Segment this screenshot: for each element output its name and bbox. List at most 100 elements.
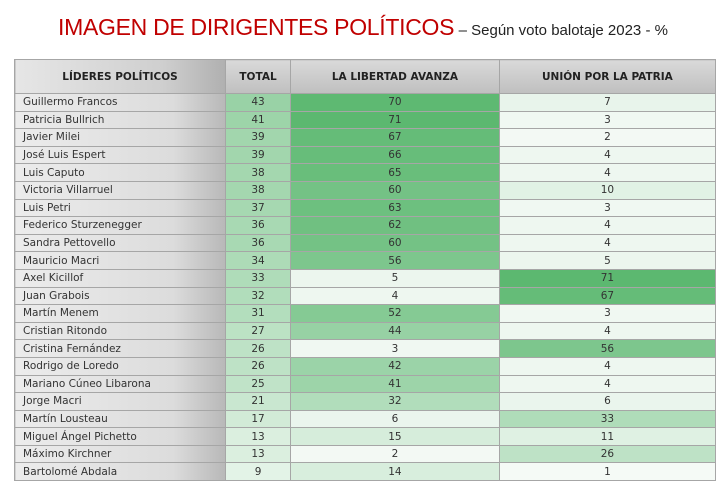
cell-uxp: 4 xyxy=(498,233,717,253)
cell-lla: 71 xyxy=(290,110,500,130)
cell-total: 36 xyxy=(224,233,292,253)
cell-name: Victoria Villarruel xyxy=(14,180,226,200)
cell-uxp: 3 xyxy=(498,304,717,323)
cell-name: Rodrigo de Loredo xyxy=(14,356,226,376)
cell-name: Máximo Kirchner xyxy=(14,444,226,464)
table-row: Luis Petri 37 63 3 xyxy=(14,198,717,218)
table-row: José Luis Espert 39 66 4 xyxy=(14,145,717,165)
cell-uxp: 7 xyxy=(498,93,717,112)
cell-total: 38 xyxy=(224,180,292,200)
cell-uxp: 67 xyxy=(498,286,717,306)
cell-uxp: 71 xyxy=(498,268,717,288)
cell-total: 26 xyxy=(224,356,292,376)
cell-uxp: 33 xyxy=(498,409,717,429)
cell-uxp: 4 xyxy=(498,356,717,376)
cell-uxp: 4 xyxy=(498,321,717,341)
cell-lla: 67 xyxy=(290,128,500,147)
cell-name: José Luis Espert xyxy=(14,145,226,165)
cell-uxp: 4 xyxy=(498,216,717,235)
cell-lla: 3 xyxy=(290,339,500,358)
cell-lla: 60 xyxy=(290,233,500,253)
table-row: Guillermo Francos 43 70 7 xyxy=(14,93,717,112)
table-row: Martín Menem 31 52 3 xyxy=(14,304,717,323)
table-row: Sandra Pettovello 36 60 4 xyxy=(14,233,717,253)
cell-lla: 32 xyxy=(290,392,500,411)
table-row: Victoria Villarruel 38 60 10 xyxy=(14,180,717,200)
header-uxp: UNIÓN POR LA PATRIA xyxy=(498,59,717,94)
cell-total: 31 xyxy=(224,304,292,323)
cell-total: 37 xyxy=(224,198,292,218)
cell-name: Martín Lousteau xyxy=(14,409,226,429)
cell-uxp: 10 xyxy=(498,180,717,200)
cell-name: Javier Milei xyxy=(14,128,226,147)
cell-lla: 6 xyxy=(290,409,500,429)
cell-lla: 14 xyxy=(290,462,500,482)
cell-name: Mauricio Macri xyxy=(14,251,226,270)
cell-name: Patricia Bullrich xyxy=(14,110,226,130)
cell-lla: 42 xyxy=(290,356,500,376)
cell-lla: 56 xyxy=(290,251,500,270)
chart-title: IMAGEN DE DIRIGENTES POLÍTICOS – Según v… xyxy=(0,14,726,41)
cell-total: 17 xyxy=(224,409,292,429)
leaders-image-table: LÍDERES POLÍTICOS TOTAL LA LIBERTAD AVAN… xyxy=(14,59,717,482)
cell-total: 9 xyxy=(224,462,292,482)
table-row: Mauricio Macri 34 56 5 xyxy=(14,251,717,270)
header-row: LÍDERES POLÍTICOS TOTAL LA LIBERTAD AVAN… xyxy=(14,59,717,94)
cell-name: Martín Menem xyxy=(14,304,226,323)
cell-total: 27 xyxy=(224,321,292,341)
cell-name: Sandra Pettovello xyxy=(14,233,226,253)
cell-total: 25 xyxy=(224,374,292,394)
cell-lla: 63 xyxy=(290,198,500,218)
cell-uxp: 4 xyxy=(498,145,717,165)
title-main: IMAGEN DE DIRIGENTES POLÍTICOS xyxy=(58,14,455,40)
cell-lla: 52 xyxy=(290,304,500,323)
cell-uxp: 2 xyxy=(498,128,717,147)
table-row: Bartolomé Abdala 9 14 1 xyxy=(14,462,717,482)
cell-lla: 70 xyxy=(290,93,500,112)
cell-uxp: 26 xyxy=(498,444,717,464)
cell-total: 33 xyxy=(224,268,292,288)
cell-name: Miguel Ángel Pichetto xyxy=(14,427,226,446)
table-row: Martín Lousteau 17 6 33 xyxy=(14,409,717,429)
cell-lla: 41 xyxy=(290,374,500,394)
header-leaders: LÍDERES POLÍTICOS xyxy=(14,59,226,94)
cell-total: 21 xyxy=(224,392,292,411)
cell-name: Federico Sturzenegger xyxy=(14,216,226,235)
cell-lla: 5 xyxy=(290,268,500,288)
cell-lla: 60 xyxy=(290,180,500,200)
cell-total: 41 xyxy=(224,110,292,130)
table-row: Cristian Ritondo 27 44 4 xyxy=(14,321,717,341)
cell-name: Cristina Fernández xyxy=(14,339,226,358)
table-row: Javier Milei 39 67 2 xyxy=(14,128,717,147)
cell-name: Cristian Ritondo xyxy=(14,321,226,341)
cell-uxp: 5 xyxy=(498,251,717,270)
cell-total: 26 xyxy=(224,339,292,358)
cell-name: Juan Grabois xyxy=(14,286,226,306)
cell-uxp: 4 xyxy=(498,374,717,394)
table-row: Patricia Bullrich 41 71 3 xyxy=(14,110,717,130)
table-row: Luis Caputo 38 65 4 xyxy=(14,163,717,182)
table-row: Máximo Kirchner 13 2 26 xyxy=(14,444,717,464)
cell-lla: 62 xyxy=(290,216,500,235)
table-row: Rodrigo de Loredo 26 42 4 xyxy=(14,356,717,376)
table-row: Juan Grabois 32 4 67 xyxy=(14,286,717,306)
table-row: Federico Sturzenegger 36 62 4 xyxy=(14,216,717,235)
cell-total: 32 xyxy=(224,286,292,306)
cell-total: 13 xyxy=(224,444,292,464)
cell-uxp: 56 xyxy=(498,339,717,358)
cell-name: Luis Petri xyxy=(14,198,226,218)
table-row: Jorge Macri 21 32 6 xyxy=(14,392,717,411)
cell-uxp: 3 xyxy=(498,198,717,218)
table-row: Mariano Cúneo Libarona 25 41 4 xyxy=(14,374,717,394)
cell-total: 34 xyxy=(224,251,292,270)
cell-name: Bartolomé Abdala xyxy=(14,462,226,482)
cell-lla: 15 xyxy=(290,427,500,446)
header-lla: LA LIBERTAD AVANZA xyxy=(290,59,500,94)
cell-name: Guillermo Francos xyxy=(14,93,226,112)
cell-lla: 2 xyxy=(290,444,500,464)
cell-total: 39 xyxy=(224,145,292,165)
cell-uxp: 1 xyxy=(498,462,717,482)
table-row: Miguel Ángel Pichetto 13 15 11 xyxy=(14,427,717,446)
cell-total: 36 xyxy=(224,216,292,235)
cell-lla: 66 xyxy=(290,145,500,165)
